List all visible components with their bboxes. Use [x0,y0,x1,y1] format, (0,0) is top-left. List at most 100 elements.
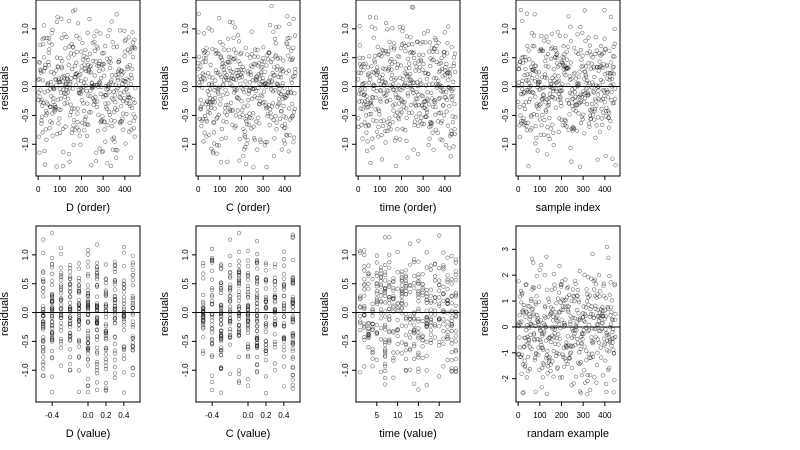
data-point [49,121,55,126]
data-point [242,147,247,152]
data-point [290,356,295,361]
x-axis-label: C (order) [226,202,270,214]
data-point [224,112,230,117]
data-point [217,16,222,21]
data-point [411,5,416,10]
data-point [532,355,538,361]
data-point [376,52,381,58]
data-point [577,164,583,169]
data-point [416,366,421,371]
data-point [523,282,528,288]
y-tick-label: 1 [501,298,510,303]
data-point [78,142,83,147]
data-point [71,52,77,57]
data-point [230,108,235,113]
data-point [219,266,224,271]
data-point [516,83,521,88]
data-point [272,292,278,297]
data-point [281,114,286,119]
data-point [378,337,384,342]
data-point [539,75,545,80]
data-point [424,368,429,373]
data-point [540,333,545,338]
data-point [41,321,46,326]
data-point [597,51,602,56]
data-point [582,380,588,385]
x-tick-label: 400 [598,185,612,194]
data-point [207,110,212,116]
y-tick-label: 1.0 [501,23,510,35]
data-point [248,72,253,77]
y-axis-label: residuals [479,291,491,336]
data-point [239,74,244,80]
data-point [425,109,430,115]
data-point [202,130,207,135]
data-point [387,283,392,288]
data-point [290,234,295,239]
data-point [394,95,399,100]
data-point [416,350,421,355]
data-point [403,348,409,353]
data-point [104,105,109,110]
data-point [367,74,372,79]
data-point [592,277,598,282]
data-point [55,14,60,19]
data-point [578,120,584,126]
data-point [49,338,55,343]
data-point [578,346,583,352]
data-point [444,109,449,114]
data-point [597,340,602,345]
data-point [567,351,573,356]
data-point [198,107,204,112]
data-point [405,93,411,98]
data-point [49,282,55,288]
data-point [228,263,233,268]
data-point [290,320,295,325]
data-point [113,99,118,105]
data-point [573,108,578,113]
data-point [205,109,210,115]
data-point [395,249,400,254]
data-point [37,94,42,99]
data-point [41,314,46,319]
data-point [254,369,260,374]
data-point [441,250,446,255]
data-point [274,25,279,30]
data-point [453,339,458,344]
data-point [517,313,522,318]
data-point [229,83,234,88]
data-point [401,41,406,46]
data-point [47,40,52,45]
data-point [366,281,371,287]
data-point [385,129,390,134]
x-axis-label: time (order) [380,202,437,214]
data-point [275,64,280,69]
data-point [220,42,225,47]
data-point [606,255,611,260]
data-point [85,319,91,324]
data-point [389,56,394,62]
data-point [54,68,59,73]
data-point [445,279,450,285]
data-point [545,287,550,292]
data-point [566,343,571,348]
data-point [551,271,557,277]
data-point [552,327,557,332]
data-point [245,314,251,319]
data-point [362,80,367,86]
data-point [281,321,287,326]
data-point [542,329,547,334]
data-point [285,14,290,19]
data-point [412,328,417,333]
x-tick-label: 300 [96,185,110,194]
data-point [272,294,278,299]
data-point [420,290,425,295]
data-point [210,322,215,327]
data-point [279,66,285,71]
data-point [593,282,599,287]
data-point [437,318,442,323]
data-point [275,104,280,109]
data-point [289,80,294,85]
y-tick-label: -0.5 [341,108,350,122]
data-point [219,74,224,80]
